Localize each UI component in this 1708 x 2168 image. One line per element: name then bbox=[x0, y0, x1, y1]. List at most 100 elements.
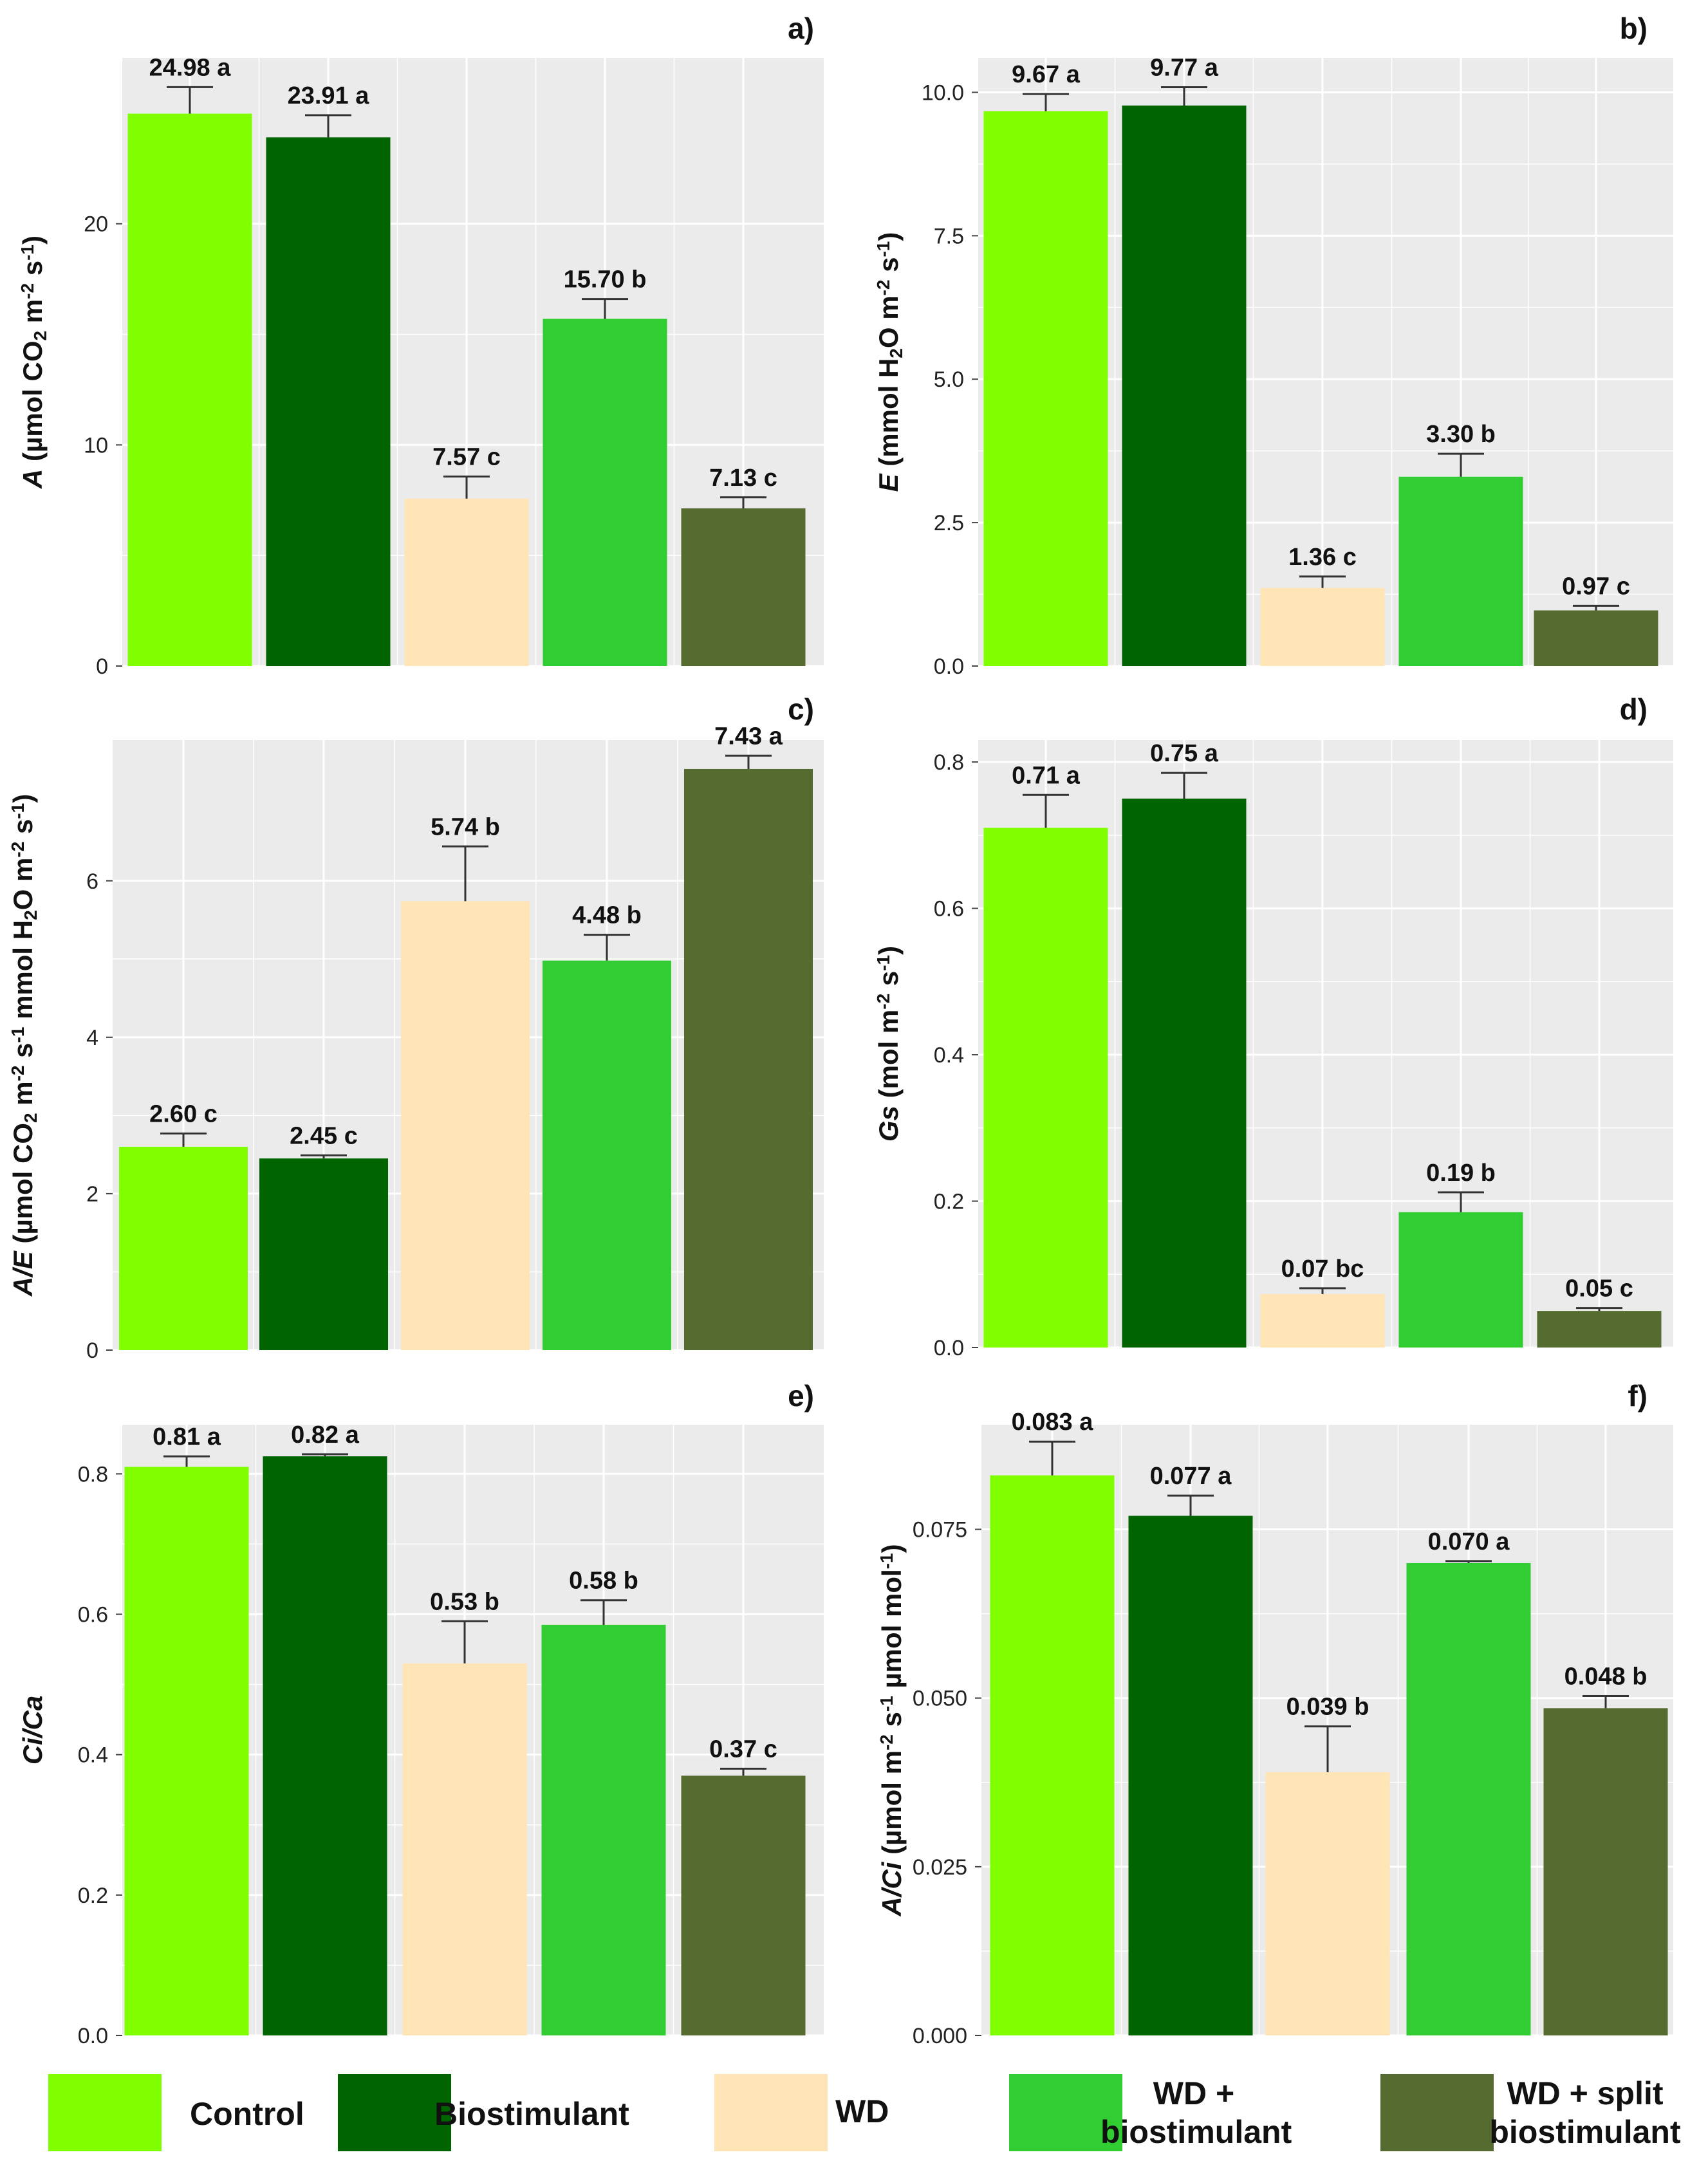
bar-wd-biostimulant bbox=[543, 960, 671, 1350]
panel-a: 0 10 20 24.98 a 23.91 a 7.57 c 15.70 b 7.13 c a)… bbox=[17, 12, 824, 679]
data-label: 0.97 c bbox=[1562, 573, 1630, 600]
y-tick-label: 0.8 bbox=[78, 1462, 108, 1487]
panel-d: 0.0 0.2 0.4 0.6 0.8 0.71 a 0.75 a 0.07 bc 0.19 b… bbox=[873, 692, 1673, 1360]
bar-wd-biostimulant bbox=[541, 1624, 666, 2035]
panel-c: 0 2 4 6 2.60 c 2.45 c 5.74 b 4.48 b 7.43 ac) A/E … bbox=[8, 692, 824, 1363]
data-label: 0.083 a bbox=[1012, 1409, 1094, 1436]
data-label: 15.70 b bbox=[564, 266, 647, 293]
panel-f: 0.000 0.025 0.050 0.075 0.083 a 0.077 a 0.039 … bbox=[877, 1379, 1673, 2048]
y-tick-label: 2 bbox=[86, 1182, 98, 1207]
bar-wd-biostimulant bbox=[543, 319, 667, 666]
data-label: 1.36 c bbox=[1288, 544, 1357, 571]
data-label: 0.75 a bbox=[1150, 740, 1219, 767]
data-label: 5.74 b bbox=[431, 813, 500, 840]
bar-wd-biostimulant bbox=[1398, 1212, 1523, 1348]
bar-wd bbox=[401, 901, 530, 1350]
data-label: 0.05 c bbox=[1565, 1275, 1633, 1302]
y-tick-label: 0.025 bbox=[913, 1855, 967, 1880]
y-tick-label: 20 bbox=[84, 212, 108, 237]
y-axis-label: A (µmol CO2 m-2 s-1) bbox=[17, 236, 50, 489]
y-tick-label: 10 bbox=[84, 433, 108, 458]
data-label: 0.82 a bbox=[291, 1422, 360, 1449]
bar-wd-biostimulant bbox=[1406, 1562, 1531, 2035]
data-label: 7.57 c bbox=[432, 444, 501, 471]
legend-label-wd-biostimulant-line1: WD + bbox=[1153, 2075, 1235, 2111]
bar-control bbox=[990, 1475, 1115, 2035]
panel-letter: a) bbox=[788, 12, 814, 45]
data-label: 2.45 c bbox=[290, 1122, 358, 1149]
bar-control bbox=[983, 111, 1108, 666]
data-label: 0.19 b bbox=[1426, 1160, 1496, 1187]
legend-swatch-wd-split-biostimulant bbox=[1380, 2074, 1494, 2151]
legend-swatch-wd bbox=[714, 2074, 828, 2151]
y-tick-label: 0 bbox=[86, 1339, 98, 1363]
data-label: 9.77 a bbox=[1150, 54, 1219, 81]
bar-wd bbox=[404, 498, 529, 666]
bar-control bbox=[119, 1147, 248, 1350]
data-label: 2.60 c bbox=[149, 1100, 218, 1127]
bar-control bbox=[124, 1467, 249, 2035]
data-label: 23.91 a bbox=[288, 82, 370, 109]
bar-wd bbox=[1260, 588, 1385, 666]
legend-label-control: Control bbox=[190, 2096, 304, 2132]
y-tick-label: 0.8 bbox=[934, 750, 964, 775]
y-tick-label: 0.4 bbox=[934, 1043, 964, 1068]
bar-wd-split-biostimulant bbox=[681, 1775, 806, 2035]
legend-swatch-biostimulant bbox=[338, 2074, 451, 2151]
y-tick-label: 7.5 bbox=[934, 224, 964, 248]
y-tick-label: 5.0 bbox=[934, 367, 964, 392]
panel-letter: e) bbox=[788, 1379, 814, 1413]
y-tick-label: 0.6 bbox=[934, 897, 964, 922]
legend-label-biostimulant: Biostimulant bbox=[434, 2096, 629, 2132]
legend-label-wd-biostimulant: WD + biostimulant bbox=[1100, 2074, 1292, 2151]
y-axis-label: E (mmol H2O m-2 s-1) bbox=[873, 232, 906, 492]
y-axis-label: Gs (mol m-2 s-1) bbox=[873, 946, 904, 1142]
panel-letter: d) bbox=[1620, 692, 1648, 726]
y-axis-label: Ci/Ca bbox=[17, 1696, 48, 1765]
bar-wd-biostimulant bbox=[1398, 476, 1523, 666]
data-label: 0.077 a bbox=[1150, 1463, 1232, 1490]
y-tick-label: 0 bbox=[96, 654, 108, 679]
legend-label-wd: WD bbox=[835, 2093, 889, 2129]
legend-swatch-wd-biostimulant bbox=[1009, 2074, 1122, 2151]
data-label: 0.58 b bbox=[569, 1568, 638, 1595]
legend-label-wd-split-biostimulant-line2: biostimulant bbox=[1489, 2114, 1681, 2150]
bar-wd-split-biostimulant bbox=[1534, 610, 1658, 666]
y-tick-label: 0.2 bbox=[78, 1884, 108, 1908]
data-label: 0.81 a bbox=[153, 1423, 221, 1450]
bar-biostimulant bbox=[259, 1158, 388, 1350]
panel-letter: b) bbox=[1620, 12, 1648, 45]
y-axis-label: A/Ci (µmol m-2 s-1 µmol mol-1) bbox=[877, 1544, 907, 1916]
data-label: 7.43 a bbox=[714, 723, 783, 750]
data-label: 0.039 b bbox=[1286, 1694, 1369, 1721]
legend-label-wd-split-biostimulant: WD + split biostimulant bbox=[1489, 2074, 1682, 2151]
bar-biostimulant bbox=[1122, 105, 1247, 666]
data-label: 0.048 b bbox=[1564, 1663, 1648, 1691]
y-tick-label: 0.0 bbox=[78, 2024, 108, 2048]
data-label: 0.07 bc bbox=[1281, 1255, 1364, 1283]
y-tick-label: 0.6 bbox=[78, 1603, 108, 1627]
data-label: 0.71 a bbox=[1012, 762, 1081, 789]
bar-wd bbox=[402, 1663, 527, 2035]
panel-b: 0.0 2.5 5.0 7.5 10.0 9.67 a 9.77 a 1.36 c 3.30 b… bbox=[873, 12, 1673, 679]
data-label: 4.48 b bbox=[572, 902, 642, 929]
y-tick-label: 0.0 bbox=[934, 1336, 964, 1360]
y-axis-label: A/E (µmol CO2 m-2 s-1 mmol H2O m-2 s-1) bbox=[8, 794, 41, 1297]
y-tick-label: 0.075 bbox=[913, 1518, 967, 1543]
bar-biostimulant bbox=[263, 1456, 387, 2035]
data-label: 0.53 b bbox=[430, 1588, 499, 1615]
data-label: 9.67 a bbox=[1012, 61, 1081, 88]
y-tick-label: 0.0 bbox=[934, 654, 964, 679]
data-label: 0.37 c bbox=[709, 1736, 777, 1763]
data-label: 7.13 c bbox=[709, 465, 777, 492]
bar-wd-split-biostimulant bbox=[681, 508, 806, 666]
data-label: 3.30 b bbox=[1426, 421, 1496, 448]
panel-letter: c) bbox=[788, 692, 814, 726]
y-tick-label: 4 bbox=[86, 1026, 98, 1050]
y-tick-label: 0.000 bbox=[913, 2024, 967, 2048]
bar-control bbox=[127, 113, 252, 666]
bar-wd bbox=[1260, 1293, 1385, 1348]
bar-wd-split-biostimulant bbox=[684, 768, 813, 1350]
y-tick-label: 0.050 bbox=[913, 1687, 967, 1711]
